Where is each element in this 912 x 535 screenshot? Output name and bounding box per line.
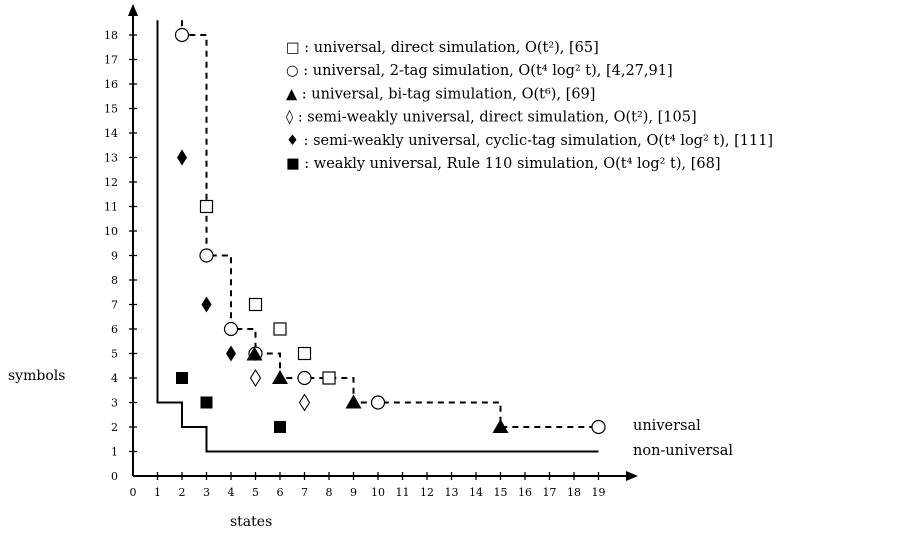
diamond-filled-marker (226, 345, 236, 362)
square-open-marker (322, 371, 336, 385)
legend-entry: ◊ : semi-weakly universal, direct simula… (286, 110, 697, 126)
non-universal-boundary-curve (156, 20, 599, 453)
diamond-filled-marker (201, 296, 212, 313)
legend-entry: ▲ : universal, bi-tag simulation, O(t⁶),… (286, 86, 595, 102)
y-tick-label: 5 (111, 348, 118, 361)
y-tick-label: 2 (111, 421, 118, 434)
y-tick-label: 3 (111, 397, 118, 410)
x-tick-label: 18 (567, 486, 581, 499)
circle-open-marker (174, 27, 190, 43)
circle-open-marker (591, 419, 606, 435)
legend-entry: ○ : universal, 2-tag simulation, O(t⁴ lo… (286, 63, 673, 79)
triangle-filled-marker (272, 370, 288, 384)
x-tick-label: 11 (396, 486, 410, 499)
square-open-marker (273, 322, 287, 336)
x-tick-label: 1 (154, 486, 161, 499)
legend-entry: ■ : weakly universal, Rule 110 simulatio… (286, 156, 721, 172)
tick-labels: 0 1 2 3 4 5 6 7 8 9 10 11 12 13 14 15 16 17 18 190123456789… (104, 29, 606, 499)
y-axis-label: symbols (8, 368, 65, 384)
boundary-curves (156, 20, 599, 453)
y-tick-label: 0 (111, 470, 118, 483)
curve-label-universal: universal (633, 418, 701, 434)
legend-entry: □ : universal, direct simulation, O(t²),… (286, 40, 599, 56)
y-tick-label: 14 (104, 127, 118, 140)
x-tick-label: 5 (252, 486, 259, 499)
circle-open-marker (223, 321, 239, 337)
universal-boundary-curve (181, 20, 599, 428)
triangle-filled-marker (492, 419, 509, 433)
diamond-open-marker (249, 368, 262, 388)
x-tick-label: 17 (543, 486, 557, 499)
diamond-filled-marker (177, 149, 187, 166)
x-tick-label: 13 (445, 486, 459, 499)
y-tick-label: 10 (104, 225, 118, 238)
x-tick-label: 8 (326, 486, 333, 499)
triangle-filled-marker (246, 346, 263, 361)
y-tick-label: 6 (111, 323, 118, 336)
y-axis-arrow (128, 4, 138, 16)
x-tick-label: 6 (277, 486, 284, 499)
legend-entry: ♦ : semi-weakly universal, cyclic-tag si… (286, 133, 773, 149)
x-tick-label: 15 (494, 486, 508, 499)
y-tick-label: 13 (104, 152, 118, 165)
curve-label-non-universal: non-universal (633, 443, 733, 459)
legend: □ : universal, direct simulation, O(t²),… (286, 40, 773, 172)
y-tick-label: 9 (111, 250, 118, 263)
y-tick-label: 11 (104, 201, 118, 214)
y-tick-label: 17 (104, 54, 118, 67)
x-tick-label: 4 (228, 486, 235, 499)
y-tick-label: 1 (111, 446, 118, 459)
square-open-marker (297, 346, 312, 361)
x-tick-label: 7 (301, 486, 308, 499)
triangle-filled-marker (345, 394, 362, 409)
data-markers (174, 27, 606, 435)
diamond-open-marker (298, 393, 311, 412)
x-tick-label: 19 (592, 486, 606, 499)
axes (128, 4, 638, 481)
x-tick-label: 14 (469, 486, 483, 499)
x-tick-label: 16 (518, 486, 532, 499)
y-tick-label: 7 (111, 299, 118, 312)
x-tick-label: 2 (179, 486, 186, 499)
x-tick-label: 3 (203, 486, 210, 499)
y-tick-label: 15 (104, 103, 118, 116)
circle-open-marker (370, 395, 386, 410)
y-tick-label: 16 (104, 78, 118, 91)
x-tick-label: 12 (420, 486, 434, 499)
y-tick-label: 12 (104, 176, 118, 189)
square-filled-marker (200, 396, 213, 409)
x-axis-label: states (230, 514, 272, 530)
y-tick-label: 4 (111, 372, 118, 385)
circle-open-marker (297, 370, 312, 386)
x-tick-label: 10 (371, 486, 385, 499)
x-axis-arrow (626, 471, 638, 481)
y-tick-label: 8 (111, 274, 118, 287)
square-filled-marker (176, 372, 188, 384)
square-open-marker (199, 199, 214, 214)
x-tick-label: 9 (350, 486, 357, 499)
curve-labels: universal non-universal (633, 418, 733, 459)
y-tick-label: 18 (104, 29, 118, 42)
square-filled-marker (274, 421, 286, 433)
x-tick-label: 0 (130, 486, 137, 499)
circle-open-marker (199, 248, 214, 263)
square-open-marker (248, 297, 263, 312)
